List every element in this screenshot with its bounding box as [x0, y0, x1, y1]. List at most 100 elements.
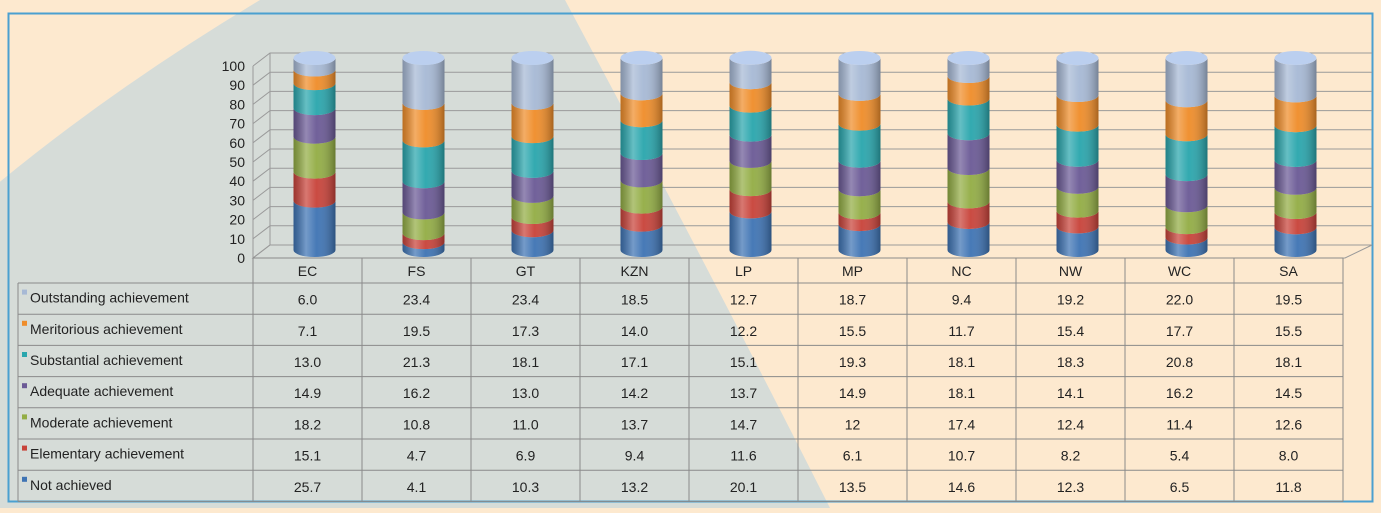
- data-label: 13.7: [730, 385, 757, 401]
- cylinder-nw: [1056, 51, 1099, 257]
- category-label: SA: [1279, 263, 1298, 279]
- cylinder-segment-shade: [511, 216, 554, 238]
- data-label: 12.7: [730, 292, 757, 308]
- legend-label: Adequate achievement: [30, 383, 173, 399]
- data-label: 14.0: [621, 323, 648, 339]
- y-tick-label: 60: [229, 135, 245, 151]
- cylinder-segment-shade: [1165, 100, 1208, 142]
- data-label: 15.1: [730, 354, 757, 370]
- data-label: 13.0: [294, 354, 321, 370]
- cylinder-segment-shade: [729, 57, 772, 90]
- y-tick-label: 10: [229, 231, 245, 247]
- legend-label: Substantial achievement: [30, 352, 183, 368]
- cylinder-top: [1056, 51, 1099, 66]
- data-label: 4.7: [407, 448, 427, 464]
- legend-key: [22, 476, 27, 482]
- cylinder-segment-shade: [293, 108, 336, 144]
- cylinder-top: [729, 50, 772, 65]
- cylinder-segment-shade: [838, 58, 881, 101]
- cylinder-segment-shade: [293, 200, 336, 257]
- data-label: 18.2: [294, 416, 321, 432]
- cylinder-segment-shade: [729, 189, 772, 219]
- data-label: 11.6: [730, 448, 756, 464]
- data-label: 10.3: [512, 479, 539, 495]
- cylinder-top: [1165, 51, 1208, 65]
- cylinder-segment-shade: [947, 133, 990, 176]
- cylinder-segment-shade: [293, 69, 336, 91]
- cylinder-gt: [511, 51, 554, 257]
- data-label: 18.1: [948, 354, 975, 370]
- cylinder-segment-shade: [838, 224, 881, 257]
- cylinder-segment-shade: [947, 58, 990, 84]
- cylinder-segment-shade: [1056, 58, 1099, 103]
- cylinder-wc: [1165, 51, 1208, 257]
- legend-key: [22, 383, 27, 389]
- data-label: 16.2: [403, 385, 430, 401]
- data-label: 13.7: [621, 416, 648, 432]
- cylinder-segment-shade: [293, 171, 336, 208]
- data-label: 15.5: [1275, 323, 1302, 339]
- cylinder-segment-shade: [620, 57, 663, 101]
- data-label: 23.4: [512, 292, 539, 308]
- cylinder-mp: [838, 51, 881, 257]
- y-axis: 0 10 20 30 40 50 60 70 80 90 100: [222, 58, 246, 266]
- gridlines: [251, 52, 1373, 259]
- cylinders: [293, 50, 1317, 257]
- y-tick-label: 50: [229, 154, 245, 170]
- cylinder-nc: [947, 51, 990, 257]
- cylinder-segment-shade: [729, 82, 772, 113]
- category-label: NW: [1059, 263, 1083, 279]
- data-label: 19.5: [1275, 292, 1302, 308]
- data-label: 13.5: [839, 479, 866, 495]
- data-label: 19.3: [839, 354, 866, 370]
- cylinder-segment-shade: [1274, 125, 1317, 167]
- cylinder-segment-shade: [1165, 134, 1208, 182]
- cylinder-segment-shade: [1165, 227, 1208, 245]
- data-label: 4.1: [407, 479, 427, 495]
- data-label: 21.3: [403, 354, 430, 370]
- cylinder-top: [947, 51, 990, 65]
- category-label: WC: [1168, 263, 1191, 279]
- cylinder-segment-shade: [838, 160, 881, 197]
- y-tick-label: 70: [229, 116, 245, 132]
- data-label: 11.4: [1166, 416, 1192, 432]
- cylinder-top: [620, 50, 663, 65]
- cylinder-top: [511, 51, 554, 65]
- category-label: NC: [951, 263, 971, 279]
- legend-label: Meritorious achievement: [30, 321, 183, 337]
- data-label: 14.7: [730, 416, 757, 432]
- cylinder-segment-shade: [1165, 237, 1208, 257]
- data-label: 14.1: [1057, 385, 1084, 401]
- data-label: 19.5: [403, 323, 430, 339]
- cylinder-segment-shade: [620, 120, 663, 161]
- cylinder-segment-shade: [402, 242, 445, 257]
- cylinder-segment-shade: [947, 76, 990, 106]
- data-label: 15.1: [294, 448, 321, 464]
- cylinder-segment-shade: [838, 212, 881, 232]
- cylinder-segment-shade: [402, 233, 445, 250]
- legend-key: [22, 352, 27, 357]
- legend-label: Elementary achievement: [30, 446, 184, 462]
- category-label: KZN: [621, 263, 649, 279]
- y-tick-label: 100: [222, 58, 246, 74]
- cylinder-segment-shade: [511, 170, 554, 203]
- data-label: 6.1: [843, 448, 863, 464]
- data-label: 17.4: [948, 416, 975, 432]
- data-label: 14.6: [948, 479, 975, 495]
- cylinder-segment-shade: [402, 58, 445, 110]
- data-label: 19.2: [1057, 292, 1084, 308]
- data-label: 10.7: [948, 448, 975, 464]
- cylinder-segment-shade: [402, 181, 445, 220]
- cylinder-segment-shade: [1056, 95, 1099, 132]
- data-label: 14.2: [621, 385, 648, 401]
- data-label: 15.5: [839, 323, 866, 339]
- legend-label: Moderate achievement: [30, 414, 173, 430]
- cylinder-segment-shade: [947, 201, 990, 229]
- data-label: 23.4: [403, 292, 430, 308]
- cylinder-segment-shade: [1056, 226, 1099, 257]
- data-label: 9.4: [952, 292, 972, 308]
- cylinder-segment-shade: [1056, 124, 1099, 167]
- cylinder-segment-shade: [402, 212, 445, 241]
- data-label: 18.7: [839, 292, 866, 308]
